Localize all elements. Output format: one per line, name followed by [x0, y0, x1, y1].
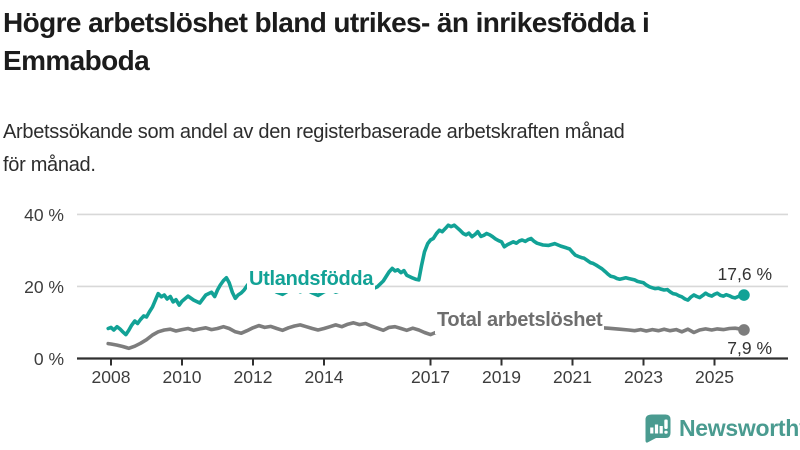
x-tick-label: 2021 — [553, 367, 592, 387]
x-tick-label: 2019 — [482, 367, 521, 387]
chart-subtitle-line-1: Arbetssökande som andel av den registerb… — [3, 121, 625, 143]
x-tick-label: 2008 — [92, 367, 131, 387]
x-tick-label: 2017 — [411, 367, 450, 387]
y-tick-label: 40 % — [24, 205, 64, 225]
x-tick-label: 2014 — [305, 367, 344, 387]
y-tick-label: 20 % — [24, 277, 64, 297]
series-end-dot-utlandsfodda — [738, 289, 750, 301]
chart-subtitle-line-2: för månad. — [3, 154, 96, 176]
series-label-total: Total arbetslöshet — [435, 308, 605, 334]
x-tick-label: 2023 — [624, 367, 663, 387]
end-value-total: 7,9 % — [727, 338, 772, 358]
x-tick-label: 2010 — [163, 367, 202, 387]
series-line-utlandsfodda — [106, 223, 746, 337]
x-tick-label: 2012 — [234, 367, 273, 387]
y-tick-label: 0 % — [34, 349, 64, 369]
end-value-utlandsfodda: 17,6 % — [717, 264, 772, 284]
newsworthy-logo[interactable]: Newsworthy — [644, 413, 800, 443]
chart-subtitle: Arbetssökande som andel av den registerb… — [3, 116, 625, 182]
series-end-dot-total — [738, 324, 750, 336]
page-title-line-2: Emmaboda — [3, 45, 150, 76]
series-label-utlandsfodda: Utlandsfödda — [247, 267, 376, 293]
newsworthy-logo-text: Newsworthy — [679, 414, 800, 441]
x-tick-label: 2025 — [695, 367, 734, 387]
series-line-total — [106, 319, 746, 351]
page-title: Högre arbetslöshet bland utrikes- än inr… — [3, 4, 650, 80]
page-title-line-1: Högre arbetslöshet bland utrikes- än inr… — [3, 7, 650, 38]
newsworthy-logo-icon — [645, 414, 671, 443]
